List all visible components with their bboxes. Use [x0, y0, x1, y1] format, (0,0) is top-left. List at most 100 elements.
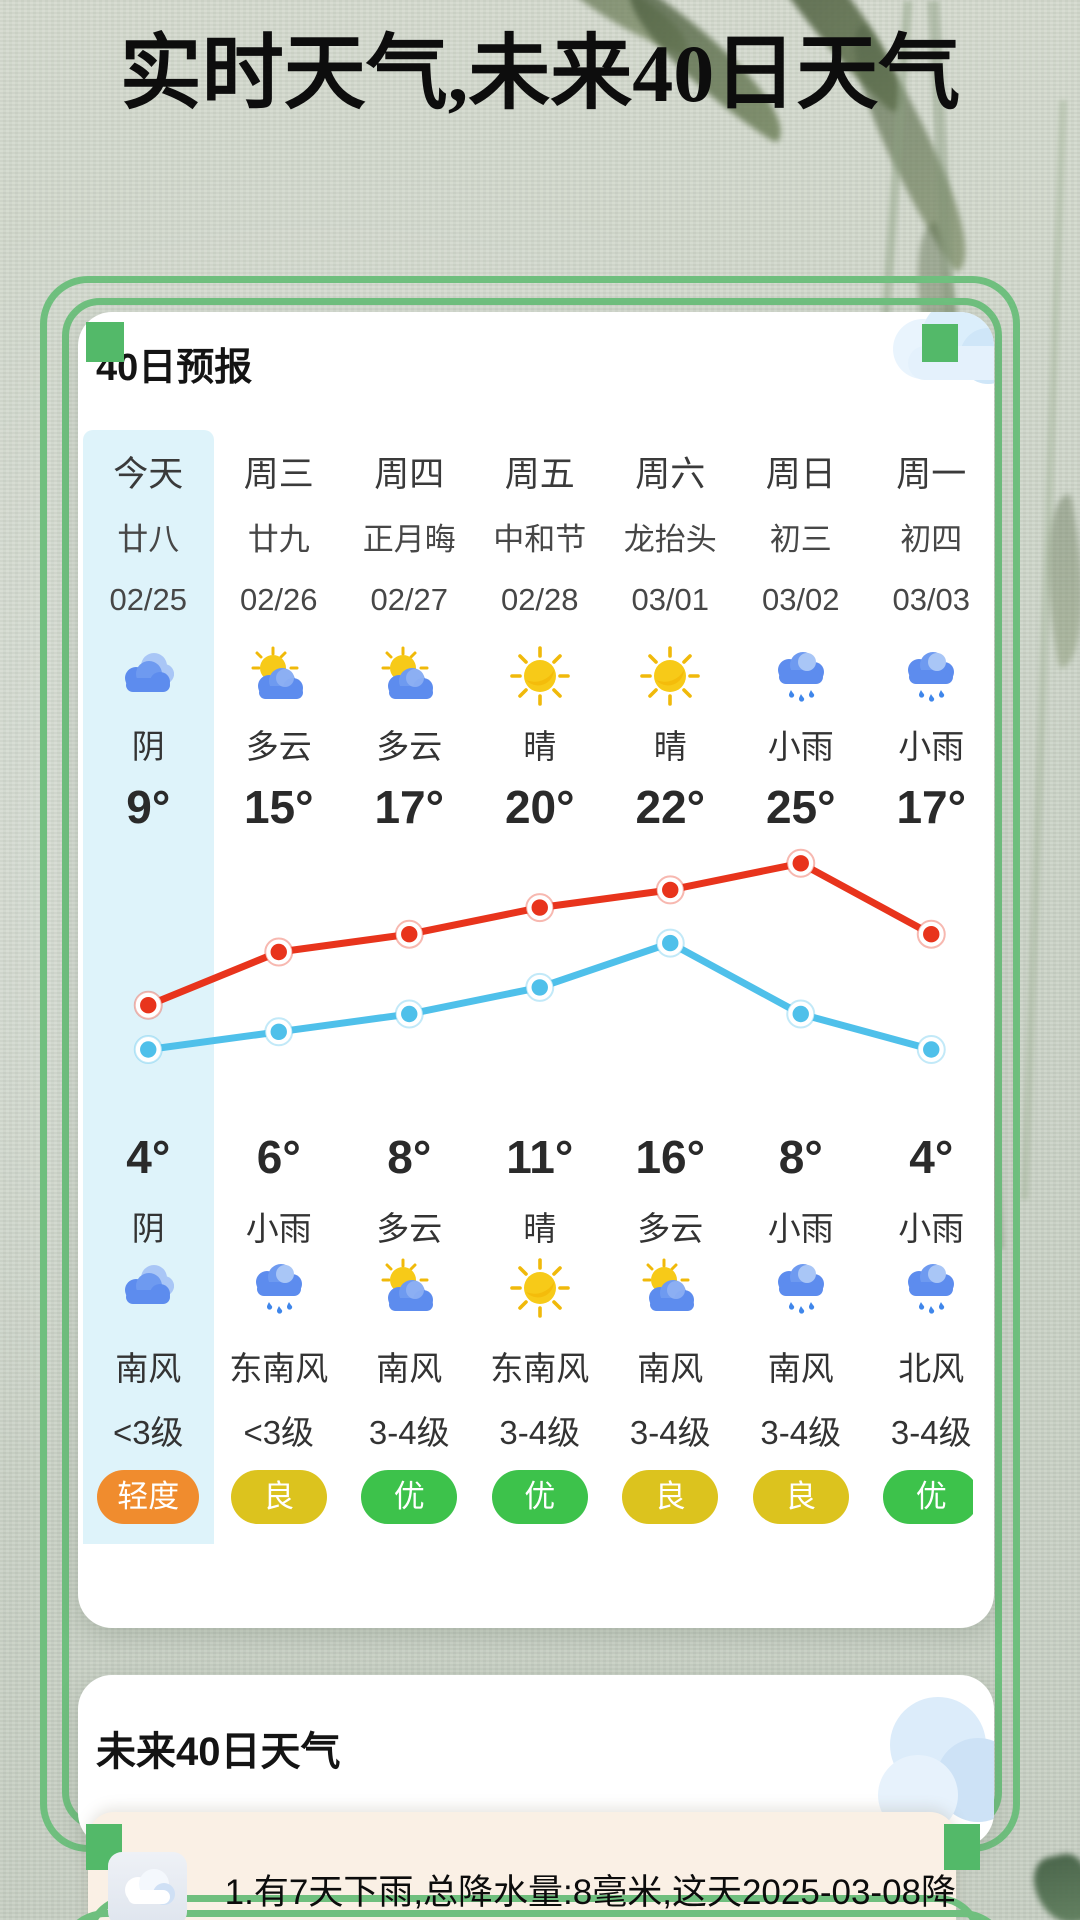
forecast-day-column[interactable]: 周三 廿九 02/26 多云 15° 6° 小雨 东南风 <3级 良 [214, 430, 345, 1544]
aqi-badge: 优 [361, 1470, 458, 1524]
day-condition-label: 多云 [245, 728, 312, 765]
date-label: 02/27 [370, 582, 449, 617]
low-temp-value: 8° [387, 1131, 432, 1183]
wind-direction-label: 东南风 [490, 1350, 590, 1387]
day-condition-label: 晴 [653, 728, 687, 765]
summary-text: 1.有7天下雨,总降水量:8毫米,这天2025-03-08降 [224, 1872, 956, 1912]
wind-direction-label: 南风 [767, 1350, 834, 1387]
lunar-date-label: 廿八 [117, 522, 180, 557]
lunar-date-label: 中和节 [493, 522, 587, 557]
frame-corner-square [922, 324, 958, 362]
temperature-trend-chart [133, 848, 946, 1064]
high-temp-value: 17° [374, 781, 445, 833]
lunar-date-label: 正月晦 [362, 522, 456, 557]
aqi-badge: 良 [752, 1470, 849, 1524]
night-condition-label: 晴 [523, 1210, 557, 1247]
summary-bar[interactable] [88, 1812, 956, 1920]
low-temp-value: 8° [778, 1131, 823, 1183]
forecast-day-column[interactable]: 周日 初三 03/02 小雨 25° 8° 小雨 南风 3-4级 良 [736, 430, 867, 1544]
rain-cloud-icon [108, 1852, 187, 1920]
partly-cloudy-icon [344, 634, 475, 718]
date-label: 02/26 [239, 582, 318, 617]
night-condition-label: 多云 [637, 1210, 704, 1247]
low-temp-value: 4° [126, 1131, 171, 1183]
partly-cloudy-icon [605, 1238, 736, 1322]
night-condition-label: 阴 [131, 1210, 165, 1247]
lunar-date-label: 龙抬头 [623, 522, 717, 557]
day-label: 周一 [896, 455, 967, 494]
sunny-icon [475, 1238, 606, 1322]
low-temp-value: 4° [909, 1131, 954, 1183]
wind-level-label: 3-4级 [890, 1414, 972, 1451]
wind-direction-label: 东南风 [229, 1350, 329, 1387]
high-temp-value: 25° [765, 781, 836, 833]
lunar-date-label: 廿九 [247, 522, 310, 557]
date-label: 02/28 [500, 582, 579, 617]
date-label: 03/02 [761, 582, 840, 617]
forecast-day-column[interactable]: 周一 初四 03/03 小雨 17° 4° 小雨 北风 3-4级 优 [866, 430, 973, 1544]
wind-direction-label: 南风 [376, 1350, 443, 1387]
low-temp-value: 16° [635, 1131, 706, 1183]
wind-level-label: 3-4级 [368, 1414, 450, 1451]
rain-icon [866, 1238, 973, 1322]
sunny-icon [475, 634, 606, 718]
date-label: 02/25 [109, 582, 188, 617]
day-label: 周日 [765, 455, 836, 494]
day-condition-label: 多云 [376, 728, 443, 765]
day-label: 周六 [635, 455, 706, 494]
rain-icon [866, 634, 973, 718]
day-label: 周四 [374, 455, 445, 494]
wind-level-label: 3-4级 [760, 1414, 842, 1451]
aqi-badge: 良 [622, 1470, 719, 1524]
partly-cloudy-icon [214, 634, 345, 718]
aqi-badge: 轻度 [97, 1470, 200, 1524]
wind-level-label: <3级 [243, 1414, 315, 1451]
aqi-badge: 优 [883, 1470, 973, 1524]
night-condition-label: 小雨 [245, 1210, 312, 1247]
aqi-badge: 良 [230, 1470, 327, 1524]
forecast-day-column[interactable]: 今天 廿八 02/25 阴 9° 4° 阴 南风 <3级 轻度 [83, 430, 214, 1544]
night-condition-label: 小雨 [767, 1210, 834, 1247]
frame-corner-square [86, 322, 124, 362]
wind-level-label: 3-4级 [499, 1414, 581, 1451]
night-condition-label: 多云 [376, 1210, 443, 1247]
forecast-card: 40日预报 今天 廿八 02/25 阴 9° 4° 阴 南风 <3级 轻度 周三… [78, 312, 994, 1628]
low-temp-value: 11° [506, 1131, 574, 1183]
wind-direction-label: 南风 [637, 1350, 704, 1387]
forecast-day-column[interactable]: 周六 龙抬头 03/01 晴 22° 16° 多云 南风 3-4级 良 [605, 430, 736, 1544]
high-temp-value: 15° [243, 781, 314, 833]
rain-icon [736, 634, 867, 718]
day-label: 今天 [113, 455, 184, 494]
day-condition-label: 晴 [523, 728, 557, 765]
forecast-day-column[interactable]: 周五 中和节 02/28 晴 20° 11° 晴 东南风 3-4级 优 [475, 430, 606, 1544]
wind-direction-label: 北风 [898, 1350, 965, 1387]
forecast-day-column[interactable]: 周四 正月晦 02/27 多云 17° 8° 多云 南风 3-4级 优 [344, 430, 475, 1544]
sunny-icon [605, 634, 736, 718]
summary-content: 1.有7天下雨,总降水量:8毫米,这天2025-03-08降 [88, 1852, 956, 1920]
cloudy-icon [83, 1238, 214, 1322]
wind-level-label: 3-4级 [629, 1414, 711, 1451]
day-condition-label: 阴 [131, 728, 165, 765]
page-title: 实时天气,未来40日天气 [119, 28, 961, 119]
high-temp-value: 22° [635, 781, 706, 833]
date-label: 03/01 [631, 582, 710, 617]
cloudy-icon [83, 634, 214, 718]
day-condition-label: 小雨 [898, 728, 965, 765]
high-temp-value: 17° [896, 781, 967, 833]
day-condition-label: 小雨 [767, 728, 834, 765]
lunar-date-label: 初三 [769, 522, 832, 557]
partly-cloudy-icon [344, 1238, 475, 1322]
future-card-title: 未来40日天气 [96, 1730, 341, 1774]
date-label: 03/03 [892, 582, 971, 617]
rain-icon [214, 1238, 345, 1322]
aqi-badge: 优 [491, 1470, 588, 1524]
low-temp-value: 6° [256, 1131, 301, 1183]
wind-direction-label: 南风 [115, 1350, 182, 1387]
wind-level-label: <3级 [112, 1414, 184, 1451]
high-temp-value: 9° [126, 781, 171, 833]
day-label: 周三 [243, 455, 314, 494]
day-label: 周五 [504, 455, 575, 494]
high-temp-value: 20° [504, 781, 575, 833]
forecast-columns-scroller[interactable]: 今天 廿八 02/25 阴 9° 4° 阴 南风 <3级 轻度 周三 廿九 02… [83, 430, 973, 1544]
